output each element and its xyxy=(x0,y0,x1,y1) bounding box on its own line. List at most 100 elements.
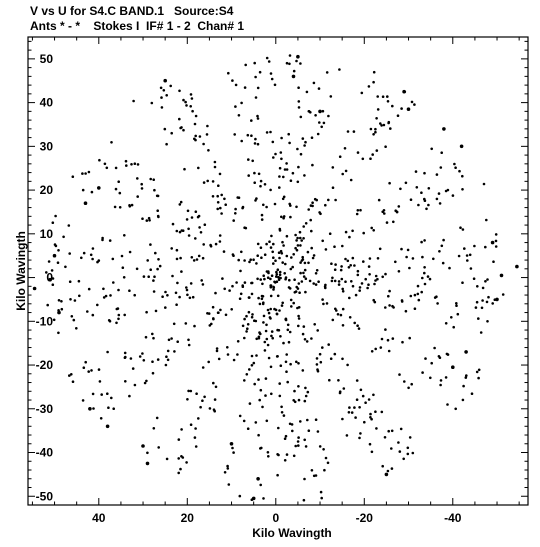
uv-point xyxy=(179,467,182,471)
uv-point xyxy=(386,95,389,98)
uv-point xyxy=(73,299,77,302)
uv-point xyxy=(288,330,292,334)
uv-point xyxy=(123,234,126,237)
uv-point xyxy=(299,261,302,264)
data-points xyxy=(32,54,519,502)
uv-point xyxy=(461,174,464,178)
uv-point xyxy=(211,305,215,309)
uv-point xyxy=(397,270,401,273)
uv-point xyxy=(201,283,205,286)
uv-point xyxy=(302,225,306,228)
uv-point xyxy=(280,215,283,219)
uv-point xyxy=(189,93,193,96)
uv-point xyxy=(240,101,243,105)
uv-point xyxy=(337,379,340,382)
uv-point xyxy=(364,277,368,281)
uv-point xyxy=(304,140,307,144)
uv-point xyxy=(315,363,319,366)
uv-point xyxy=(472,277,476,281)
uv-point xyxy=(203,223,207,226)
uv-point xyxy=(439,379,443,382)
uv-point xyxy=(266,308,270,312)
uv-point xyxy=(333,268,337,272)
uv-point xyxy=(187,389,190,393)
uv-point xyxy=(486,278,489,281)
uv-point xyxy=(408,336,412,340)
uv-point xyxy=(84,360,87,364)
uv-point xyxy=(278,186,281,189)
uv-point xyxy=(300,280,304,283)
uv-point xyxy=(149,268,152,272)
uv-point xyxy=(148,219,151,222)
uv-point xyxy=(304,445,308,448)
uv-point xyxy=(270,392,273,396)
uv-point xyxy=(51,221,55,224)
uv-point xyxy=(246,427,250,431)
uv-point xyxy=(346,130,350,133)
uv-point xyxy=(152,336,155,340)
uv-point xyxy=(194,237,197,240)
uv-point xyxy=(391,337,395,340)
uv-point xyxy=(156,358,160,361)
uv-point xyxy=(277,251,281,254)
uv-point xyxy=(251,313,254,316)
uv-point xyxy=(197,214,201,218)
uv-point xyxy=(209,245,213,248)
uv-point xyxy=(215,347,219,350)
uv-point xyxy=(197,417,200,420)
uv-point xyxy=(164,306,167,309)
uv-point xyxy=(358,289,362,292)
uv-point xyxy=(224,313,228,317)
uv-point xyxy=(280,136,283,140)
uv-point xyxy=(477,368,481,372)
uv-point xyxy=(343,147,347,150)
uv-point xyxy=(275,312,279,316)
uv-point xyxy=(387,294,390,298)
uv-point xyxy=(272,288,275,291)
uv-point xyxy=(175,303,178,307)
uv-point xyxy=(375,427,378,430)
uv-point xyxy=(91,392,95,396)
uv-point xyxy=(82,251,86,255)
uv-point xyxy=(178,203,182,206)
uv-point xyxy=(310,246,314,250)
uv-point xyxy=(303,174,306,177)
uv-point xyxy=(363,420,366,424)
uv-point xyxy=(270,274,274,278)
uv-point xyxy=(269,277,272,281)
uv-point xyxy=(451,194,455,197)
uv-point xyxy=(238,494,242,498)
uv-point xyxy=(142,275,146,278)
uv-point xyxy=(381,210,385,214)
uv-point xyxy=(114,166,118,170)
uv-point xyxy=(406,452,410,456)
uv-point xyxy=(239,292,243,296)
uv-point xyxy=(298,291,301,295)
uv-point xyxy=(382,123,386,127)
uv-point xyxy=(324,203,327,207)
uv-point xyxy=(254,96,258,99)
uv-point xyxy=(423,266,426,269)
uv-point xyxy=(282,195,286,199)
uv-point xyxy=(436,302,439,305)
uv-point xyxy=(130,163,133,166)
uv-point xyxy=(399,187,402,191)
uv-point xyxy=(473,244,476,248)
uv-point xyxy=(187,234,191,237)
uv-point xyxy=(211,195,215,198)
uv-point xyxy=(260,213,264,217)
uv-point xyxy=(312,254,316,257)
uv-point xyxy=(356,273,360,277)
uv-point xyxy=(103,162,107,166)
uv-point xyxy=(374,279,377,282)
uv-point xyxy=(202,243,205,246)
uv-point xyxy=(145,310,148,314)
uv-point xyxy=(156,209,159,212)
uv-point xyxy=(325,71,329,74)
uv-point xyxy=(295,205,298,209)
uv-point xyxy=(230,308,233,311)
uv-point xyxy=(369,127,373,131)
uv-point xyxy=(370,450,374,454)
uv-point xyxy=(120,254,124,258)
uv-point xyxy=(289,267,293,271)
